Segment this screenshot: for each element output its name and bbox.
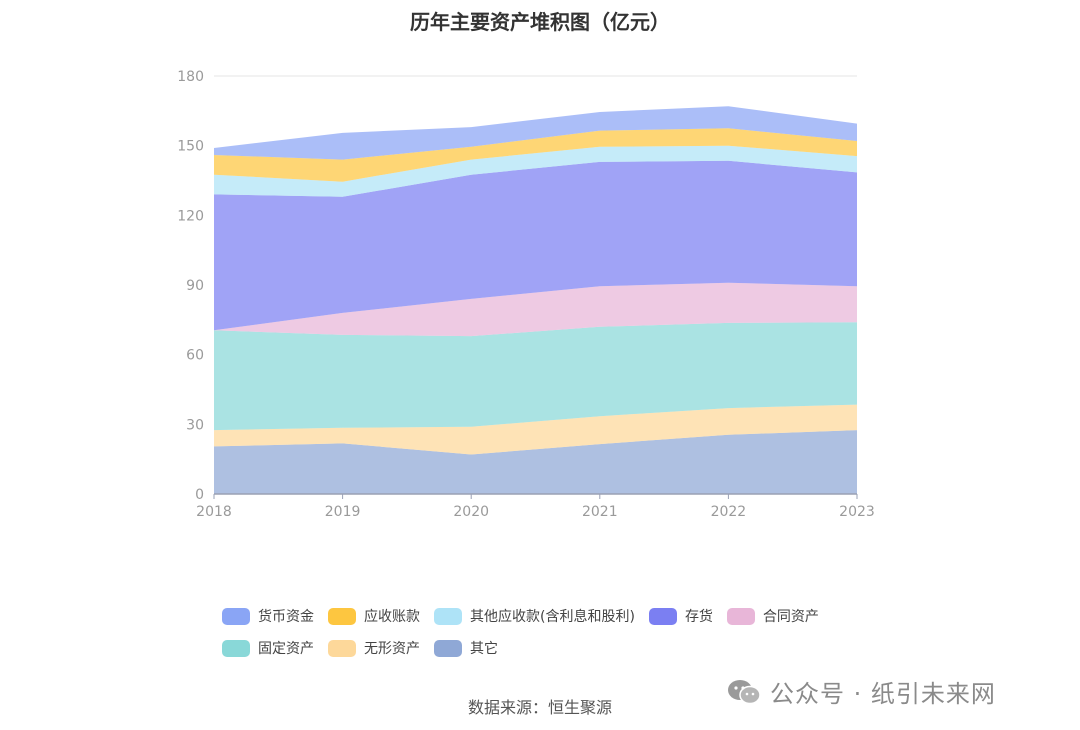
- wechat-icon: [728, 679, 761, 704]
- y-tick-label: 60: [186, 348, 204, 364]
- legend: 货币资金 应收账款 其他应收款(含利息和股利) 存货 合同资产 固定资产 无形资…: [222, 600, 922, 664]
- chart-title: 历年主要资产堆积图（亿元）: [410, 10, 670, 34]
- legend-label: 货币资金: [258, 609, 314, 625]
- legend-swatch: [726, 607, 755, 625]
- legend-label: 其它: [470, 641, 498, 657]
- legend-label: 固定资产: [258, 641, 314, 657]
- legend-item-inventory[interactable]: 存货: [648, 606, 713, 626]
- legend-label: 存货: [684, 609, 713, 625]
- legend-label: 合同资产: [762, 609, 819, 625]
- legend-swatch: [434, 639, 462, 657]
- legend-swatch: [328, 607, 356, 625]
- x-tick-label: 2022: [711, 504, 747, 520]
- legend-swatch: [328, 639, 356, 657]
- legend-item-cash[interactable]: 货币资金: [222, 606, 314, 626]
- legend-item-other[interactable]: 其它: [434, 638, 498, 658]
- legend-label: 其他应收款(含利息和股利): [470, 609, 635, 625]
- legend-swatch: [222, 639, 250, 657]
- x-tick-label: 2021: [582, 504, 618, 520]
- legend-item-intangible-assets[interactable]: 无形资产: [328, 638, 420, 658]
- y-tick-label: 120: [177, 208, 204, 224]
- legend-label: 应收账款: [364, 609, 420, 625]
- y-tick-label: 0: [195, 487, 204, 503]
- area-series-0: [214, 430, 857, 494]
- area-series-7: [214, 106, 857, 160]
- x-tick-label: 2018: [196, 504, 232, 520]
- y-tick-label: 30: [186, 417, 204, 433]
- legend-label: 无形资产: [364, 641, 420, 657]
- area-series-4: [214, 160, 857, 331]
- watermark: 公众号 · 纸引未来网: [726, 674, 996, 709]
- x-tick-label: 2020: [453, 504, 489, 520]
- x-tick-label: 2019: [325, 504, 361, 520]
- legend-item-contract-assets[interactable]: 合同资产: [726, 606, 819, 626]
- legend-swatch: [222, 607, 250, 625]
- area-series-1: [214, 404, 857, 455]
- legend-item-accounts-receivable[interactable]: 应收账款: [328, 606, 420, 626]
- legend-row-2: 固定资产 无形资产 其它: [222, 632, 922, 664]
- area-series-3: [214, 282, 857, 337]
- legend-swatch: [434, 607, 462, 625]
- legend-item-fixed-assets[interactable]: 固定资产: [222, 638, 314, 658]
- data-source: 数据来源：恒生聚源: [467, 698, 612, 717]
- stacked-area-chart: 0 30 60 90 120 150 180 2018 2019 2020 2021 2022 2023: [177, 69, 875, 520]
- area-series-5: [214, 145, 857, 197]
- y-tick-label: 180: [177, 69, 204, 85]
- legend-row-1: 货币资金 应收账款 其他应收款(含利息和股利) 存货 合同资产: [222, 600, 922, 632]
- legend-item-other-receivables[interactable]: 其他应收款(含利息和股利): [434, 606, 635, 626]
- legend-swatch: [648, 607, 677, 625]
- watermark-text: 公众号 · 纸引未来网: [770, 680, 996, 708]
- x-tick-label: 2023: [839, 504, 875, 520]
- y-tick-label: 150: [177, 139, 204, 155]
- area-series-2: [214, 322, 857, 431]
- area-series-6: [214, 128, 857, 182]
- y-tick-label: 90: [186, 278, 204, 294]
